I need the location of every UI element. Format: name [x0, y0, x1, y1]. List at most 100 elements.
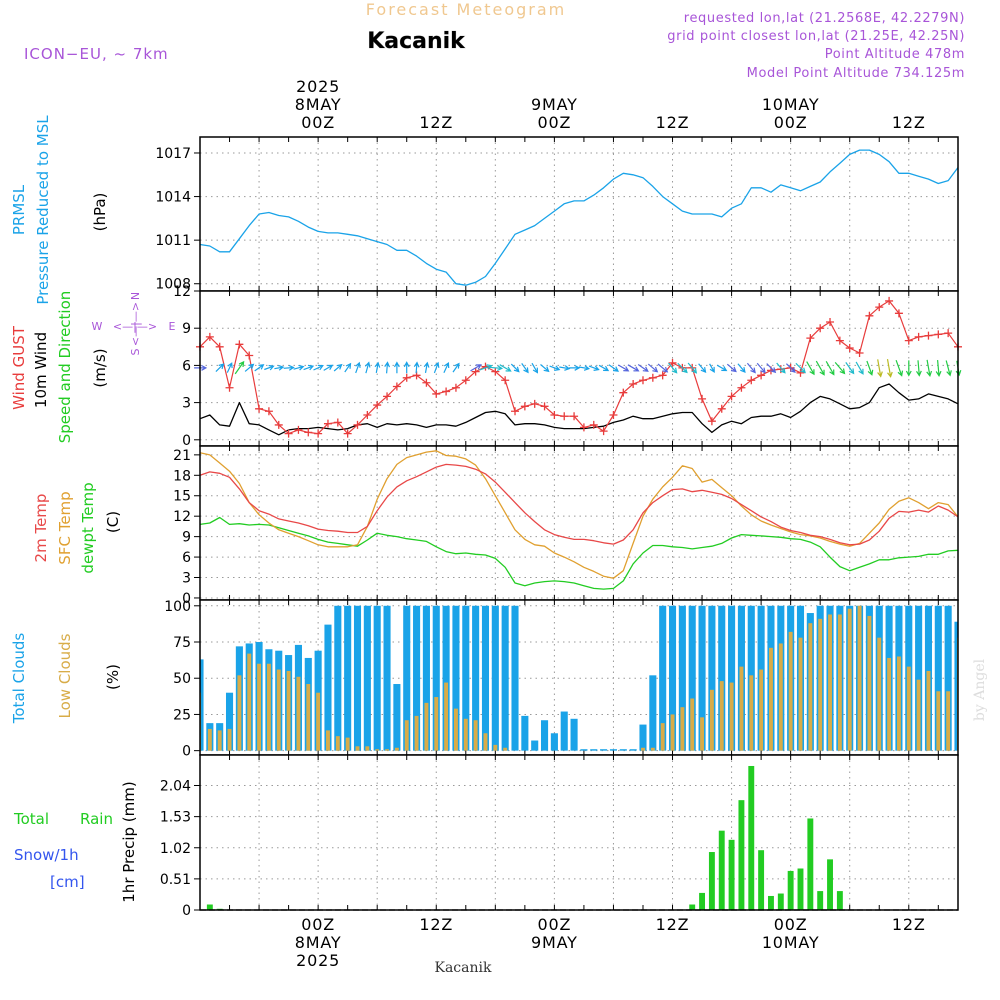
gust-marker — [924, 331, 933, 340]
total-cloud-bar — [934, 605, 942, 751]
bottom-axis-label: 12Z — [656, 915, 690, 934]
gust-marker — [333, 418, 342, 427]
low-cloud-bar — [473, 720, 478, 751]
wind-arrow-icon — [657, 363, 669, 373]
wind-arrow-icon — [274, 364, 285, 371]
total-cloud-bar — [659, 605, 667, 751]
gust-marker — [442, 387, 451, 396]
rain-label: Rain — [80, 810, 113, 828]
clouds-ytick-label: 50 — [173, 671, 191, 687]
wind-arrow-icon — [709, 363, 715, 373]
gust-marker — [648, 373, 657, 382]
top-axis-label: 12Z — [892, 113, 926, 132]
bottom-axis-label: 00Z — [301, 915, 335, 934]
wind-arrow-icon — [510, 363, 520, 373]
dewpt-label: dewpt Temp — [79, 482, 97, 573]
low-cloud-bar — [788, 631, 793, 751]
gust-marker — [875, 303, 884, 312]
wind-arrow-icon — [264, 364, 275, 371]
wind-arrow-icon — [845, 362, 855, 375]
clouds-ytick-label: 25 — [173, 707, 191, 723]
total-cloud-bar — [383, 605, 391, 751]
total-cloud-bar — [560, 711, 568, 751]
wind-arrow-icon — [215, 363, 225, 373]
low-cloud-bar — [463, 718, 468, 751]
gust-marker — [363, 411, 372, 419]
temp-ytick-label: 0 — [182, 591, 191, 607]
wind-arrow-icon — [687, 362, 698, 374]
rain-bar — [787, 870, 794, 910]
temp-background — [200, 446, 958, 600]
pressure-line — [199, 149, 959, 286]
low-cloud-bar — [739, 666, 744, 751]
wind-arrow-icon — [303, 364, 315, 371]
precip-border — [199, 754, 959, 911]
low-cloud-bar — [641, 747, 645, 751]
gust-marker — [511, 407, 520, 416]
total-cloud-bar — [200, 659, 204, 751]
gust-marker — [255, 404, 264, 413]
wind10-label: 10m Wind — [32, 332, 50, 408]
top-axis-label: 9MAY — [531, 95, 578, 114]
gust-marker — [658, 371, 667, 380]
gust-marker — [757, 371, 766, 380]
wind-arrow-icon — [886, 358, 893, 378]
wind-arrow-icon — [499, 364, 512, 372]
total-cloud-bar — [452, 605, 460, 751]
wind-arrow-icon — [355, 361, 361, 374]
wind-arrow-icon — [578, 365, 591, 371]
gust-marker — [215, 342, 224, 351]
gust-marker — [638, 376, 647, 385]
total-cloud-bar — [393, 684, 401, 751]
low-cloud-bar — [769, 647, 773, 751]
low-cloud-bar — [394, 747, 399, 751]
model-name: ICON−EU, ~ 7km — [24, 45, 169, 63]
total-cloud-bar — [600, 749, 608, 751]
wind-arrow-icon — [855, 361, 864, 375]
product-title: Forecast Meteogram — [366, 0, 566, 19]
wind-arrow-icon — [716, 364, 728, 372]
dewpt-line — [199, 516, 959, 590]
bottom-axis-label: 12Z — [892, 915, 926, 934]
rain-bar — [748, 765, 755, 910]
total-cloud-bar — [639, 724, 647, 751]
total-cloud-bar — [472, 605, 480, 751]
wind-arrow-icon — [588, 365, 600, 371]
low-cloud-bar — [877, 637, 882, 751]
gust-marker — [383, 392, 392, 401]
wind-arrow-icon — [521, 363, 529, 374]
clouds-ytick-label: 75 — [173, 635, 191, 651]
temperature-labels: 2m Temp SFC Temp dewpt Temp (C) — [32, 482, 122, 573]
rain-bar — [777, 893, 784, 910]
total-clouds-label: Total Clouds — [10, 633, 28, 725]
wind-arrow-icon — [433, 361, 440, 374]
gust-marker — [845, 344, 854, 353]
wind-arrow-icon — [698, 363, 707, 373]
sfc-label: SFC Temp — [56, 491, 74, 564]
wind-arrow-icon — [403, 361, 410, 374]
gust-marker — [264, 407, 273, 416]
wind-arrow-icon — [333, 363, 343, 372]
gust-marker — [560, 412, 569, 421]
gust-line — [199, 300, 959, 435]
low-cloud-bar — [936, 691, 941, 751]
wind-dir-label: Speed and Direction — [56, 291, 74, 444]
wind-arrow-icon — [726, 363, 737, 373]
total-cloud-bar — [442, 605, 450, 751]
compass-n: N — [129, 292, 142, 300]
gust-marker — [698, 394, 707, 403]
compass-s: S — [129, 348, 142, 355]
wind-arrow-icon — [834, 362, 846, 375]
bottom-axis-label: 12Z — [419, 915, 453, 934]
wind-arrow-icon — [806, 361, 815, 376]
rain-bar — [807, 818, 814, 910]
total-cloud-bar — [344, 605, 352, 751]
gust-marker — [432, 389, 441, 398]
total-cloud-bar — [698, 605, 706, 751]
gust-marker — [245, 351, 254, 360]
gust-marker — [668, 358, 677, 367]
top-axis-label: 00Z — [538, 113, 572, 132]
low-cloud-bar — [365, 746, 370, 751]
clouds-ytick-label: 0 — [182, 744, 191, 760]
